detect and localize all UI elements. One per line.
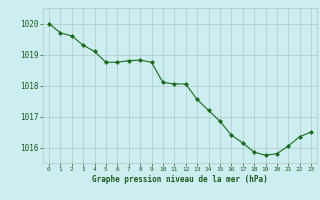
X-axis label: Graphe pression niveau de la mer (hPa): Graphe pression niveau de la mer (hPa) (92, 175, 268, 184)
